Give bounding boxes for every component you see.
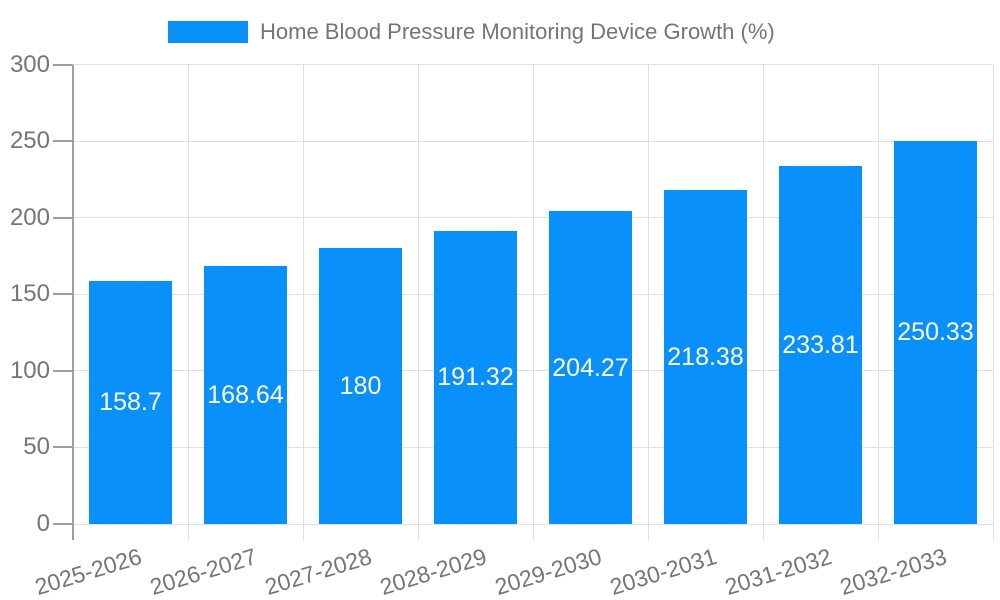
y-axis-tick-label: 250 <box>9 127 50 155</box>
category-gridline <box>992 64 994 540</box>
y-axis-tick <box>53 446 73 449</box>
x-axis-tick-label: 2026-2027 <box>146 543 260 600</box>
bar[interactable] <box>434 230 517 524</box>
bar[interactable] <box>319 248 402 524</box>
x-axis-tick-label: 2025-2026 <box>31 543 145 600</box>
y-axis-tick <box>53 369 73 372</box>
category-gridline <box>762 64 764 540</box>
x-axis-tick-label: 2029-2030 <box>491 543 605 600</box>
bar-value-label: 158.7 <box>99 388 162 417</box>
category-gridline <box>532 64 534 540</box>
bar[interactable] <box>89 280 172 524</box>
x-axis-tick-label: 2032-2033 <box>836 543 950 600</box>
bar-value-label: 218.38 <box>667 342 744 371</box>
y-axis-tick-label: 200 <box>9 203 50 231</box>
chart-legend: Home Blood Pressure Monitoring Device Gr… <box>168 21 775 43</box>
legend-swatch-icon <box>168 21 248 43</box>
category-gridline <box>417 64 419 540</box>
bar[interactable] <box>894 140 977 524</box>
category-gridline <box>877 64 879 540</box>
bar[interactable] <box>779 165 862 524</box>
category-gridline <box>187 64 189 540</box>
y-axis-tick <box>53 293 73 296</box>
category-gridline <box>302 64 304 540</box>
bar[interactable] <box>664 189 747 524</box>
legend-label: Home Blood Pressure Monitoring Device Gr… <box>260 19 775 44</box>
bar-value-label: 204.27 <box>552 353 629 382</box>
y-axis-line <box>72 64 74 540</box>
bar-value-label: 180 <box>339 372 382 401</box>
y-axis-tick <box>53 216 73 219</box>
bar-value-label: 233.81 <box>782 330 859 359</box>
y-axis-tick <box>53 63 73 66</box>
x-axis-tick-label: 2028-2029 <box>376 543 490 600</box>
y-axis-tick <box>53 140 73 143</box>
y-axis-tick-label: 0 <box>36 510 50 537</box>
category-gridline <box>647 64 649 540</box>
bar[interactable] <box>549 211 632 524</box>
y-axis-tick-label: 300 <box>9 50 50 78</box>
bar-value-label: 168.64 <box>207 380 284 409</box>
y-axis-tick-label: 50 <box>23 433 50 461</box>
bar-value-label: 191.32 <box>437 363 514 392</box>
y-axis-tick-label: 100 <box>9 356 50 384</box>
x-axis-tick-label: 2031-2032 <box>721 543 835 600</box>
x-axis-tick-label: 2027-2028 <box>261 543 375 600</box>
bar[interactable] <box>204 265 287 524</box>
y-axis-tick <box>53 523 73 525</box>
y-axis-tick-label: 150 <box>9 280 50 308</box>
x-axis-tick-label: 2030-2031 <box>606 543 720 600</box>
bar-value-label: 250.33 <box>897 318 974 347</box>
